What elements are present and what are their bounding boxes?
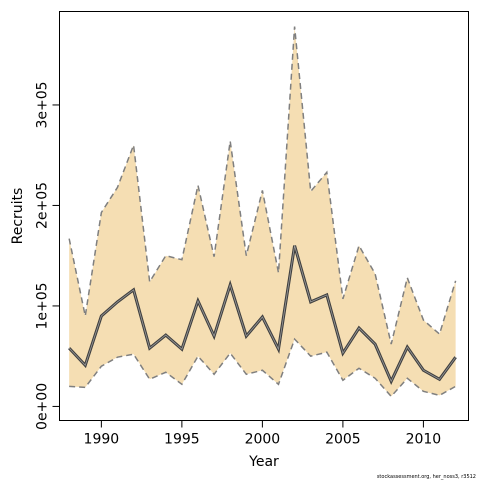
x-tick-label-2000: 2000: [245, 432, 281, 448]
estimate-line-inner: [68, 245, 456, 383]
y-axis: 0e+00 1e+05 2e+05 3e+05: [35, 81, 60, 430]
y-axis-title: Recruits: [10, 188, 26, 245]
y-tick-label-0: 0e+00: [35, 383, 51, 430]
y-tick-label-1: 1e+05: [35, 282, 51, 329]
y-tick-label-3: 3e+05: [35, 81, 51, 128]
x-axis: 1990 1995 2000 2005 2010: [84, 420, 442, 448]
x-tick-label-1990: 1990: [84, 432, 120, 448]
plot-frame: [59, 11, 469, 421]
plot-area: [68, 26, 457, 398]
x-tick-label-2005: 2005: [325, 432, 361, 448]
lower-bound-line: [69, 337, 456, 398]
x-axis-title: Year: [248, 454, 279, 470]
upper-bound-line: [68, 26, 457, 345]
credit-text: stockassessment.org, her_noss3, r3512: [377, 474, 476, 480]
y-tick-label-2: 2e+05: [35, 182, 51, 229]
x-tick-label-1995: 1995: [164, 432, 200, 448]
confidence-band: [69, 26, 456, 397]
x-tick-label-2010: 2010: [406, 432, 442, 448]
